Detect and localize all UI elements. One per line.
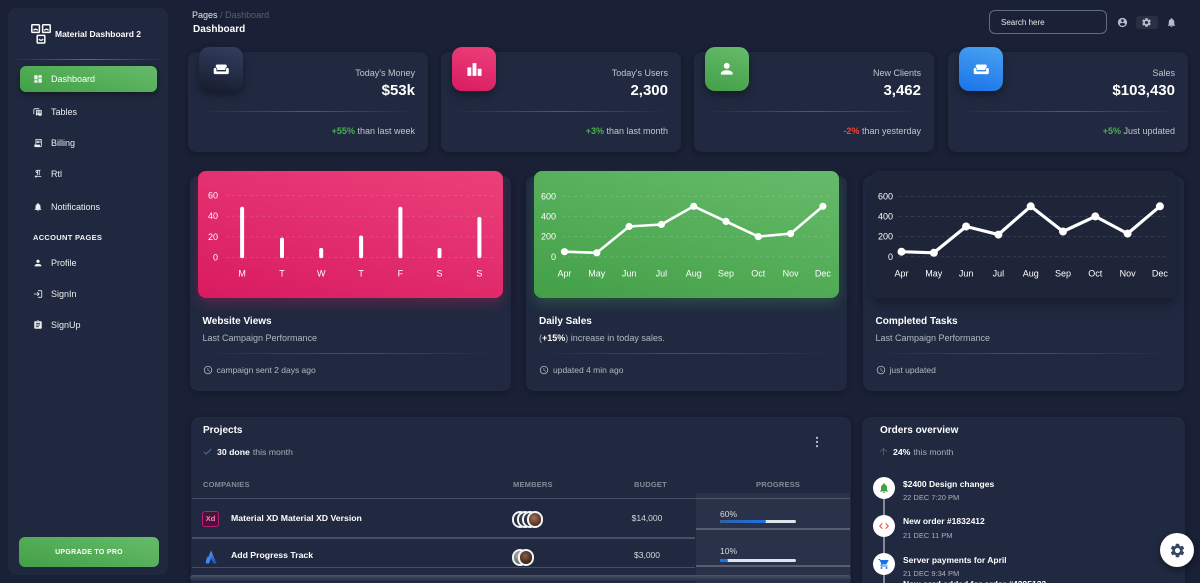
- svg-text:200: 200: [541, 232, 556, 242]
- svg-text:Jun: Jun: [622, 269, 637, 279]
- svg-text:Jul: Jul: [992, 269, 1004, 279]
- svg-text:T: T: [279, 268, 285, 278]
- svg-text:0: 0: [887, 252, 892, 262]
- svg-text:Oct: Oct: [1088, 269, 1103, 279]
- svg-text:S: S: [436, 268, 442, 278]
- svg-text:Jun: Jun: [958, 269, 973, 279]
- svg-text:T: T: [358, 268, 364, 278]
- svg-text:May: May: [925, 269, 943, 279]
- svg-text:Nov: Nov: [783, 269, 800, 279]
- svg-text:400: 400: [877, 212, 892, 222]
- svg-text:0: 0: [212, 253, 217, 263]
- svg-text:Aug: Aug: [1022, 269, 1038, 279]
- svg-text:Apr: Apr: [894, 269, 908, 279]
- svg-text:Dec: Dec: [815, 269, 832, 279]
- svg-text:600: 600: [877, 191, 892, 201]
- svg-text:F: F: [397, 268, 403, 278]
- svg-text:M: M: [238, 268, 246, 278]
- svg-text:S: S: [476, 268, 482, 278]
- svg-text:Aug: Aug: [686, 269, 702, 279]
- svg-text:W: W: [316, 268, 325, 278]
- svg-text:400: 400: [541, 212, 556, 222]
- svg-text:Apr: Apr: [557, 269, 571, 279]
- svg-text:May: May: [588, 269, 606, 279]
- svg-text:20: 20: [207, 232, 217, 242]
- svg-text:40: 40: [207, 211, 217, 221]
- svg-text:0: 0: [551, 252, 556, 262]
- svg-text:60: 60: [207, 191, 217, 201]
- svg-text:Sep: Sep: [718, 269, 734, 279]
- svg-text:600: 600: [541, 191, 556, 201]
- svg-text:Oct: Oct: [751, 269, 766, 279]
- svg-text:Dec: Dec: [1151, 269, 1168, 279]
- svg-text:Jul: Jul: [656, 269, 668, 279]
- svg-text:Sep: Sep: [1054, 269, 1070, 279]
- svg-text:200: 200: [877, 232, 892, 242]
- svg-text:Nov: Nov: [1119, 269, 1136, 279]
